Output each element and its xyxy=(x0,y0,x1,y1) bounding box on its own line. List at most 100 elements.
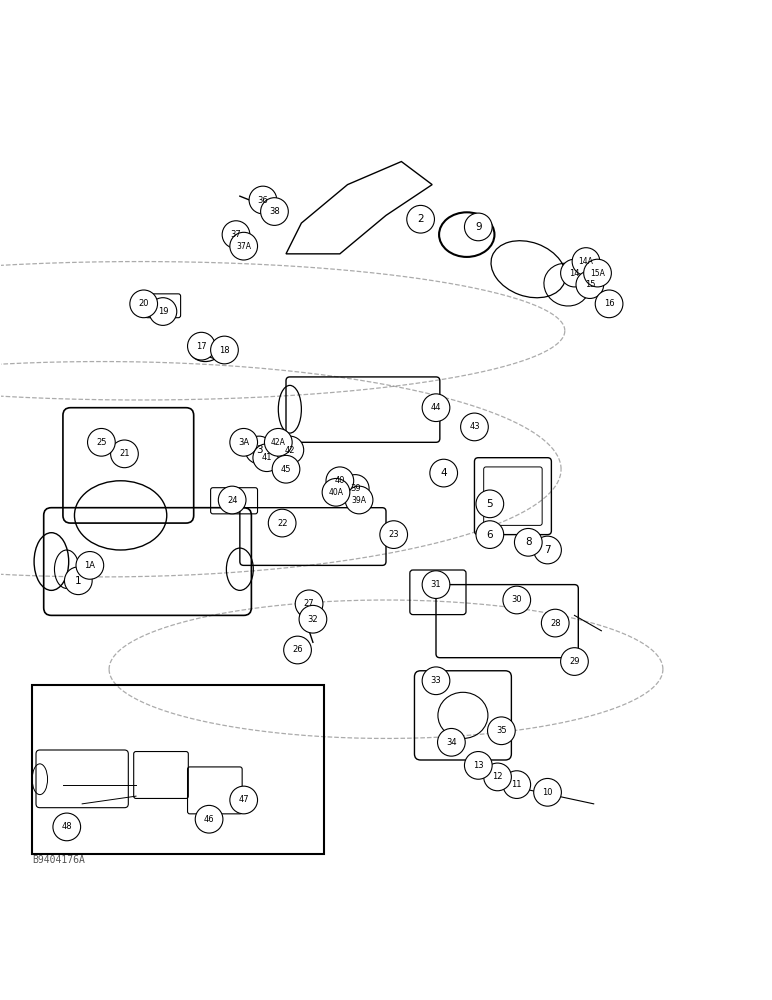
Circle shape xyxy=(407,205,435,233)
Text: 15: 15 xyxy=(584,280,595,289)
Text: 5: 5 xyxy=(486,499,493,509)
Circle shape xyxy=(188,332,215,360)
Circle shape xyxy=(560,648,588,675)
Text: 9: 9 xyxy=(475,222,482,232)
Text: 4: 4 xyxy=(440,468,447,478)
Text: 26: 26 xyxy=(293,645,303,654)
Text: 29: 29 xyxy=(569,657,580,666)
Text: 42: 42 xyxy=(285,446,295,455)
Text: 37: 37 xyxy=(231,230,242,239)
Circle shape xyxy=(476,521,503,548)
Text: 6: 6 xyxy=(486,530,493,540)
Circle shape xyxy=(195,805,223,833)
Circle shape xyxy=(249,186,277,214)
Text: 40A: 40A xyxy=(329,488,344,497)
Text: 48: 48 xyxy=(62,822,72,831)
Circle shape xyxy=(130,290,157,318)
Circle shape xyxy=(422,667,450,695)
Text: 39A: 39A xyxy=(351,496,367,505)
Bar xyxy=(32,685,324,854)
Circle shape xyxy=(295,590,323,618)
Circle shape xyxy=(503,586,530,614)
Circle shape xyxy=(484,763,511,791)
Circle shape xyxy=(273,455,300,483)
Circle shape xyxy=(541,609,569,637)
Text: 12: 12 xyxy=(493,772,503,781)
Text: 3: 3 xyxy=(256,445,262,455)
Text: 27: 27 xyxy=(303,599,314,608)
Circle shape xyxy=(265,428,292,456)
Circle shape xyxy=(380,521,408,548)
Circle shape xyxy=(572,248,600,275)
Text: 14: 14 xyxy=(569,269,580,278)
Circle shape xyxy=(503,771,530,798)
Circle shape xyxy=(76,552,103,579)
Text: 20: 20 xyxy=(138,299,149,308)
Circle shape xyxy=(422,394,450,422)
Circle shape xyxy=(65,567,92,595)
Circle shape xyxy=(245,436,273,464)
Text: 32: 32 xyxy=(307,615,318,624)
Circle shape xyxy=(218,486,246,514)
Text: 45: 45 xyxy=(281,465,291,474)
Circle shape xyxy=(149,298,177,325)
Text: 25: 25 xyxy=(96,438,107,447)
Text: 40: 40 xyxy=(334,476,345,485)
Text: 37A: 37A xyxy=(236,242,251,251)
Circle shape xyxy=(560,259,588,287)
Text: 21: 21 xyxy=(119,449,130,458)
Circle shape xyxy=(576,271,604,298)
Text: 38: 38 xyxy=(269,207,279,216)
Text: 16: 16 xyxy=(604,299,615,308)
Circle shape xyxy=(261,198,288,225)
Text: 22: 22 xyxy=(277,519,287,528)
Circle shape xyxy=(422,571,450,598)
Text: 1: 1 xyxy=(75,576,82,586)
Circle shape xyxy=(345,486,373,514)
Text: 19: 19 xyxy=(157,307,168,316)
Circle shape xyxy=(230,786,258,814)
Circle shape xyxy=(595,290,623,318)
Circle shape xyxy=(87,428,115,456)
Text: 11: 11 xyxy=(512,780,522,789)
Text: 43: 43 xyxy=(469,422,479,431)
Circle shape xyxy=(53,813,80,841)
Text: 36: 36 xyxy=(258,196,269,205)
Circle shape xyxy=(533,778,561,806)
Text: 14A: 14A xyxy=(578,257,594,266)
Text: 8: 8 xyxy=(525,537,532,547)
Text: B9404176A: B9404176A xyxy=(32,855,85,865)
Text: 7: 7 xyxy=(544,545,551,555)
Circle shape xyxy=(326,467,354,495)
Text: 35: 35 xyxy=(496,726,506,735)
Circle shape xyxy=(110,440,138,468)
Circle shape xyxy=(465,752,493,779)
Circle shape xyxy=(276,436,303,464)
Text: 10: 10 xyxy=(542,788,553,797)
Circle shape xyxy=(461,413,489,441)
Text: 13: 13 xyxy=(473,761,483,770)
Text: 33: 33 xyxy=(431,676,442,685)
Circle shape xyxy=(514,528,542,556)
Text: 18: 18 xyxy=(219,346,230,355)
Circle shape xyxy=(253,444,280,472)
Circle shape xyxy=(465,213,493,241)
Text: 47: 47 xyxy=(239,795,249,804)
Circle shape xyxy=(230,232,258,260)
Text: 44: 44 xyxy=(431,403,442,412)
Text: 24: 24 xyxy=(227,496,238,505)
Text: 1A: 1A xyxy=(84,561,96,570)
Circle shape xyxy=(222,221,250,248)
Circle shape xyxy=(299,605,327,633)
Text: 23: 23 xyxy=(388,530,399,539)
Text: 42A: 42A xyxy=(271,438,286,447)
Text: 3A: 3A xyxy=(238,438,249,447)
Circle shape xyxy=(283,636,311,664)
Circle shape xyxy=(230,428,258,456)
Circle shape xyxy=(476,490,503,518)
Circle shape xyxy=(211,336,239,364)
Text: 41: 41 xyxy=(262,453,272,462)
Text: 30: 30 xyxy=(512,595,522,604)
Circle shape xyxy=(430,459,458,487)
Text: 46: 46 xyxy=(204,815,215,824)
